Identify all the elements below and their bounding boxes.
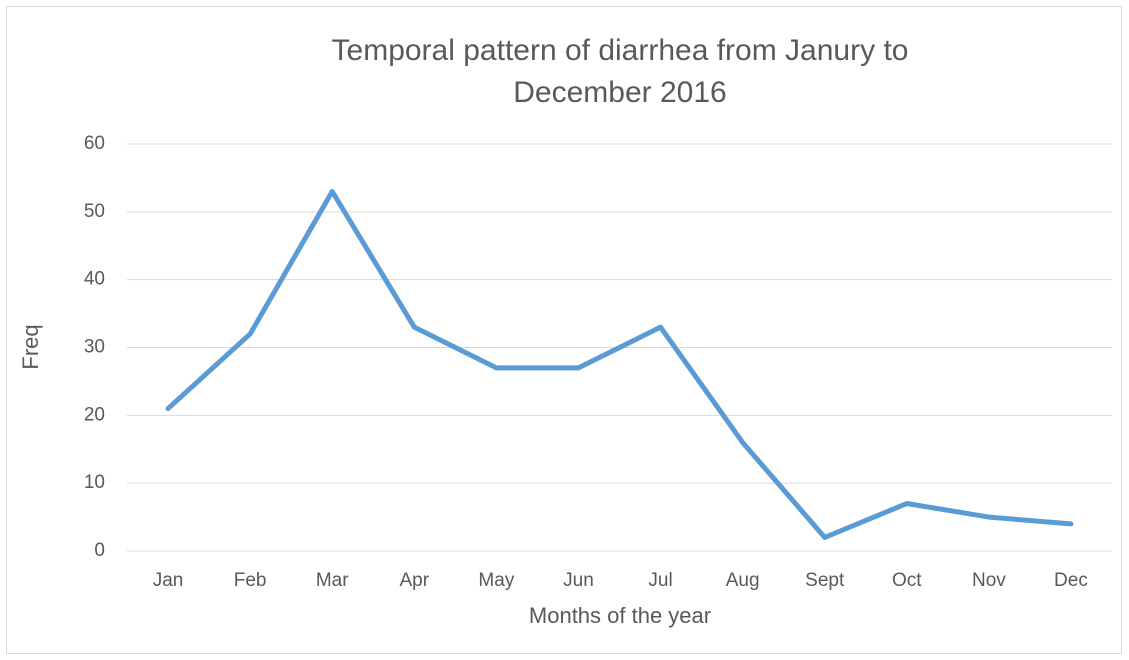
y-tick-label: 50: [84, 201, 105, 222]
y-tick-label: 30: [84, 337, 105, 358]
chart-title: Temporal pattern of diarrhea from Janury…: [332, 34, 909, 67]
chart-border: [6, 6, 1122, 654]
data-line: [165, 188, 1074, 540]
x-axis-title: Months of the year: [529, 603, 711, 628]
y-tick-label: 60: [84, 133, 105, 154]
x-tick-label: Mar: [316, 570, 349, 591]
chart-title: December 2016: [513, 76, 726, 109]
y-tick-label: 20: [84, 404, 105, 425]
x-tick-label: Dec: [1054, 570, 1088, 591]
x-tick-label: Jun: [563, 570, 594, 591]
x-tick-label: Apr: [400, 570, 430, 591]
x-tick-label: Feb: [234, 570, 267, 591]
y-tick-label: 10: [84, 472, 105, 493]
x-tick-label: Jul: [648, 570, 672, 591]
x-tick-label: May: [478, 570, 514, 591]
y-tick-label: 0: [94, 540, 105, 561]
x-tick-label: Oct: [892, 570, 922, 591]
y-axis-title: Freq: [18, 324, 43, 369]
x-tick-label: Nov: [972, 570, 1006, 591]
x-tick-label: Aug: [726, 570, 760, 591]
x-tick-label: Sept: [805, 570, 845, 591]
x-tick-label: Jan: [153, 570, 184, 591]
y-tick-label: 40: [84, 269, 105, 290]
